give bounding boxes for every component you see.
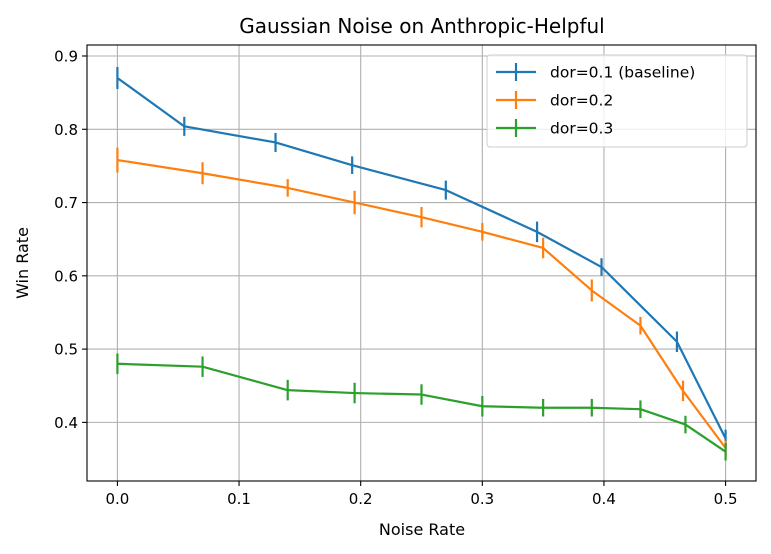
series-3 [116,353,727,461]
chart-title: Gaussian Noise on Anthropic-Helpful [239,14,604,38]
x-tick-label: 0.4 [592,490,616,508]
y-tick-label: 0.4 [54,414,78,432]
legend-box [486,54,748,148]
ticks: 0.0 0.1 0.2 0.3 0.4 0.5 0.4 0.5 0.6 0.7 0.8 0.9 [54,47,737,508]
legend-label: dor=0.1 (baseline) [550,64,695,82]
series-line [117,362,727,453]
plot-frame [86,44,757,482]
series-2 [116,147,727,456]
x-tick-label: 0.3 [470,490,494,508]
y-tick-label: 0.6 [54,267,78,285]
series-layer [116,66,727,461]
y-axis-label: Win Rate [13,227,32,299]
legend: dor=0.1 (baseline) dor=0.2 dor=0.3 [486,54,748,148]
legend-item-3: dor=0.3 [496,119,613,138]
legend-label: dor=0.3 [550,120,613,138]
y-tick-label: 0.7 [54,194,78,212]
series-line [117,158,727,449]
x-tick-label: 0.1 [227,490,251,508]
legend-item-2: dor=0.2 [496,91,613,110]
legend-item-1: dor=0.1 (baseline) [496,63,695,82]
x-tick-label: 0.2 [349,490,373,508]
x-axis-label: Noise Rate [379,520,465,539]
y-tick-label: 0.8 [54,121,78,139]
y-tick-label: 0.5 [54,341,78,359]
x-tick-label: 0.5 [714,490,738,508]
y-tick-label: 0.9 [54,47,78,65]
legend-label: dor=0.2 [550,92,613,110]
series-1 [116,66,727,448]
x-tick-label: 0.0 [105,490,129,508]
